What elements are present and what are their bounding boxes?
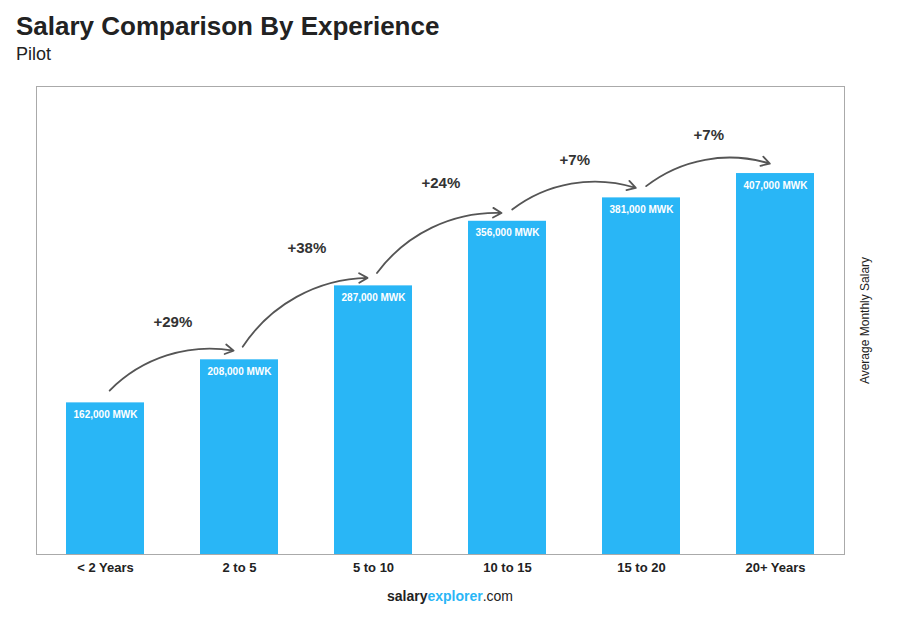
html-text:Pilot: Pilot (16, 44, 51, 64)
svg-text:407,000 MWK: 407,000 MWK (744, 180, 809, 191)
html-text:salary explorer.com: salary explorer.com (387, 588, 513, 604)
svg-text:208,000 MWK: 208,000 MWK (208, 366, 273, 377)
html-text:Salary Comparison By Experienc: Salary Comparison By Experience (16, 11, 440, 41)
svg-text:15 to 20: 15 to 20 (617, 560, 665, 575)
svg-text:< 2 Years: < 2 Years (77, 560, 134, 575)
svg-text:5 to 10: 5 to 10 (353, 560, 394, 575)
svg-text:287,000 MWK: 287,000 MWK (342, 292, 407, 303)
svg-text:+7%: +7% (694, 126, 724, 143)
svg-text:2 to 5: 2 to 5 (223, 560, 257, 575)
svg-text:+38%: +38% (287, 239, 326, 256)
svg-text:356,000 MWK: 356,000 MWK (476, 227, 541, 238)
svg-text:Average Monthly Salary: Average Monthly Salary (858, 257, 872, 384)
svg-text:+24%: +24% (421, 174, 460, 191)
svg-text:+29%: +29% (153, 313, 192, 330)
svg-text:381,000 MWK: 381,000 MWK (610, 204, 675, 215)
svg-text:162,000 MWK: 162,000 MWK (74, 409, 139, 420)
svg-text:+7%: +7% (560, 151, 590, 168)
svg-text:20+ Years: 20+ Years (745, 560, 805, 575)
svg-text:10 to 15: 10 to 15 (483, 560, 531, 575)
